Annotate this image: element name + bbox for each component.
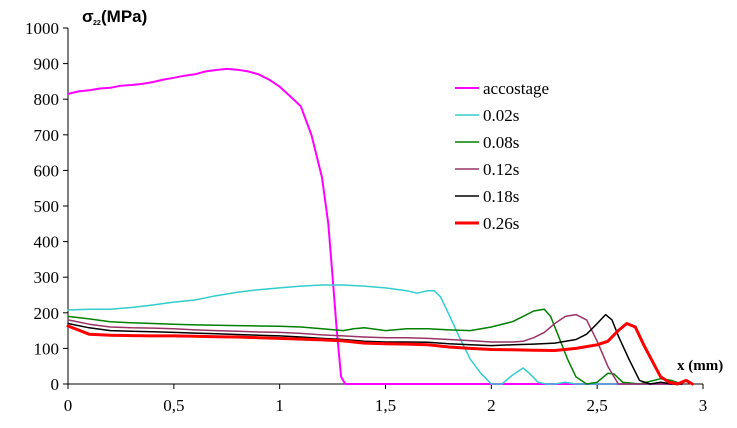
legend-label: 0.12s [483,160,519,179]
y-tick-label: 1000 [25,19,59,38]
x-tick-label: 3 [699,396,708,415]
y-tick-label: 900 [34,55,60,74]
y-tick-label: 0 [51,375,60,394]
legend-item: 0.02s [455,106,519,125]
series-line-0-12s [67,313,683,385]
x-tick-label: 2 [487,396,496,415]
y-axis-title-symbol: σ [82,7,94,26]
x-tick-label: 0,5 [163,396,184,415]
x-tick-label: 1 [275,396,284,415]
legend-item: 0.26s [455,214,519,233]
legend-item: accostage [455,79,549,98]
series-lines [66,67,694,386]
y-tick-label: 200 [34,304,60,323]
series-line-0-18s [67,313,683,385]
series-line-0-02s [67,284,683,385]
y-tick-label: 400 [34,233,60,252]
legend-item: 0.18s [455,187,519,206]
y-tick-label: 100 [34,339,60,358]
legend-label: 0.08s [483,133,519,152]
series-line-0-26s [66,322,694,386]
legend: accostage 0.02s 0.08s 0.12s 0.18s 0.26s [455,79,549,233]
y-tick-label: 700 [34,126,60,145]
x-tick-label: 1,5 [375,396,396,415]
legend-label: accostage [483,79,549,98]
y-axis-title-subscript: 22 [93,20,101,27]
x-axis-title: x (mm) [677,358,723,374]
legend-label: 0.02s [483,106,519,125]
y-axis-title: σ 22 (MPa) [82,7,147,27]
legend-item: 0.08s [455,133,519,152]
y-tick-label: 300 [34,268,60,287]
legend-label: 0.18s [483,187,519,206]
series-line-accostage [67,67,683,385]
axes: 0 100 200 300 400 500 600 700 800 900 1000 0 0,5 1 1,5… [25,19,707,415]
y-tick-label: 500 [34,197,60,216]
y-tick-label: 600 [34,161,60,180]
y-axis-title-unit: (MPa) [101,7,147,26]
x-tick-label: 0 [64,396,73,415]
x-tick-label: 2,5 [587,396,608,415]
legend-label: 0.26s [483,214,519,233]
y-tick-label: 800 [34,90,60,109]
legend-item: 0.12s [455,160,519,179]
series-line-0-08s [67,308,683,385]
